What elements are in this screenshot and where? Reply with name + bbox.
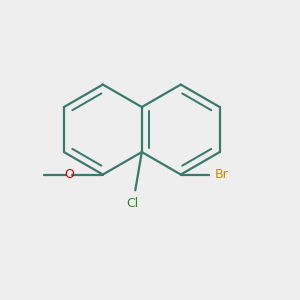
- Text: Br: Br: [214, 168, 228, 181]
- Text: Cl: Cl: [126, 197, 138, 210]
- Text: O: O: [64, 168, 74, 181]
